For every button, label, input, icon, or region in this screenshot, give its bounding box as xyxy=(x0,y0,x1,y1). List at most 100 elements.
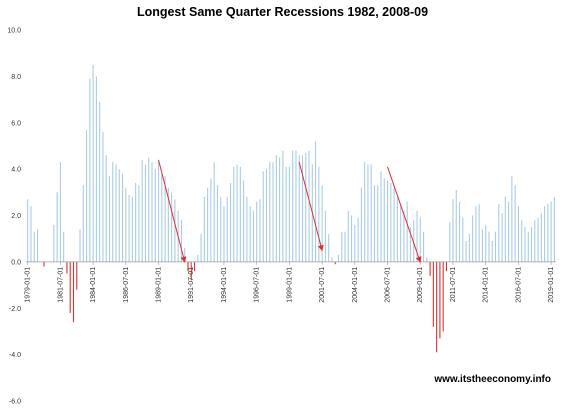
bar-1981-04-01 xyxy=(56,192,58,262)
bar-1995-04-01 xyxy=(239,166,241,262)
bar-1995-07-01 xyxy=(243,180,245,262)
bar-2009-01-01 xyxy=(419,217,421,262)
bar-1987-10-01 xyxy=(141,159,143,262)
bar-1979-10-01 xyxy=(36,229,39,262)
bar-1997-01-01 xyxy=(262,171,264,262)
bar-2005-10-01 xyxy=(377,185,379,262)
bar-1982-10-01 xyxy=(76,261,78,290)
x-tick-label: 1989-01-01 xyxy=(156,267,163,303)
bar-1986-10-01 xyxy=(128,194,130,262)
bar-2001-04-01 xyxy=(318,166,320,262)
x-tick-label: 2001-07-01 xyxy=(319,267,326,303)
bar-1981-10-01 xyxy=(63,231,65,262)
bar-2017-07-01 xyxy=(530,227,533,262)
bar-2007-07-01 xyxy=(400,203,402,262)
bar-1997-10-01 xyxy=(272,162,274,262)
bar-2017-10-01 xyxy=(534,220,536,262)
bar-1990-01-01 xyxy=(171,192,173,262)
bar-2007-01-01 xyxy=(393,187,395,262)
bar-2007-04-01 xyxy=(396,196,398,262)
bar-1996-04-01 xyxy=(252,210,254,262)
bar-1997-04-01 xyxy=(265,169,268,262)
bar-2005-01-01 xyxy=(367,164,369,262)
bar-1986-07-01 xyxy=(125,187,127,262)
bar-1979-01-01 xyxy=(27,199,29,262)
bar-1986-01-01 xyxy=(118,169,120,262)
bar-2006-07-01 xyxy=(387,180,389,262)
y-tick-label: -6.0 xyxy=(9,399,21,406)
bar-2016-10-01 xyxy=(521,220,523,262)
bar-2003-01-01 xyxy=(341,231,343,262)
y-tick-label: -2.0 xyxy=(9,306,21,313)
bar-1999-04-01 xyxy=(292,150,294,262)
bar-2017-04-01 xyxy=(527,231,529,262)
bar-2018-01-01 xyxy=(537,217,539,262)
watermark: www.itstheeconomy.info xyxy=(434,374,551,385)
bar-1990-04-01 xyxy=(174,199,176,262)
bar-2010-07-01 xyxy=(439,261,441,339)
bar-2010-01-01 xyxy=(432,261,434,327)
bar-2000-07-01 xyxy=(308,150,310,262)
bar-2004-07-01 xyxy=(360,187,362,262)
bar-1983-01-01 xyxy=(79,229,81,262)
bar-2019-04-01 xyxy=(553,196,555,262)
bar-2014-10-01 xyxy=(494,231,497,262)
x-tick-label: 2011-07-01 xyxy=(450,267,457,302)
bar-2008-01-01 xyxy=(406,201,408,262)
annotation-arrow-1 xyxy=(158,159,187,263)
bar-1985-10-01 xyxy=(115,164,117,262)
bar-1988-07-01 xyxy=(151,162,153,262)
annotation-arrow-2 xyxy=(298,162,324,252)
bar-2018-04-01 xyxy=(540,213,542,262)
bar-2007-10-01 xyxy=(403,210,405,262)
bar-2006-10-01 xyxy=(390,183,392,262)
bar-2004-04-01 xyxy=(357,217,359,262)
y-tick-label: 6.0 xyxy=(11,120,21,127)
bar-1996-01-01 xyxy=(249,206,251,262)
chart-title: Longest Same Quarter Recessions 1982, 20… xyxy=(136,5,429,19)
bar-2002-04-01 xyxy=(331,257,333,262)
bar-1992-01-01 xyxy=(197,254,199,262)
bar-2008-10-01 xyxy=(416,210,418,262)
bar-1983-07-01 xyxy=(86,129,88,262)
x-tick-label: 1991-07-01 xyxy=(188,267,195,303)
bar-1984-01-01 xyxy=(92,64,94,262)
bar-1982-04-01 xyxy=(69,261,71,313)
bar-1996-10-01 xyxy=(259,199,261,262)
bar-2010-04-01 xyxy=(436,261,438,353)
bar-1995-01-01 xyxy=(236,164,238,262)
bar-1982-07-01 xyxy=(72,261,75,323)
bar-1984-07-01 xyxy=(99,101,101,262)
y-tick-label: -4.0 xyxy=(9,352,21,359)
bar-2008-07-01 xyxy=(413,220,415,262)
bar-1994-04-01 xyxy=(226,196,228,262)
bar-1996-07-01 xyxy=(256,201,258,262)
bar-2011-01-01 xyxy=(445,261,447,272)
bar-2012-04-01 xyxy=(462,217,464,262)
x-tick-label: 1979-01-01 xyxy=(25,267,32,303)
x-tick-label: 1986-07-01 xyxy=(123,267,130,303)
bar-1998-10-01 xyxy=(285,166,287,262)
bar-1985-01-01 xyxy=(105,155,107,262)
bar-1984-10-01 xyxy=(102,132,104,262)
bar-1989-07-01 xyxy=(164,176,166,262)
bar-2005-04-01 xyxy=(370,164,372,262)
bar-1993-07-01 xyxy=(216,185,218,262)
bar-1989-01-01 xyxy=(158,162,160,262)
bar-2015-04-01 xyxy=(501,213,503,262)
bar-2009-10-01 xyxy=(429,261,431,276)
bar-1983-10-01 xyxy=(89,78,91,262)
x-tick-label: 1984-01-01 xyxy=(90,267,97,303)
bar-2018-07-01 xyxy=(544,206,546,262)
bar-2003-04-01 xyxy=(344,231,346,262)
bar-2004-10-01 xyxy=(364,162,366,262)
bar-1981-07-01 xyxy=(59,162,61,262)
y-tick-label: 10.0 xyxy=(7,28,21,35)
bar-1984-04-01 xyxy=(95,76,97,262)
bar-2008-04-01 xyxy=(409,227,412,262)
bar-1998-04-01 xyxy=(279,157,281,262)
bar-1992-07-01 xyxy=(203,196,205,262)
bar-1993-04-01 xyxy=(213,162,215,262)
bar-1982-01-01 xyxy=(66,261,68,274)
